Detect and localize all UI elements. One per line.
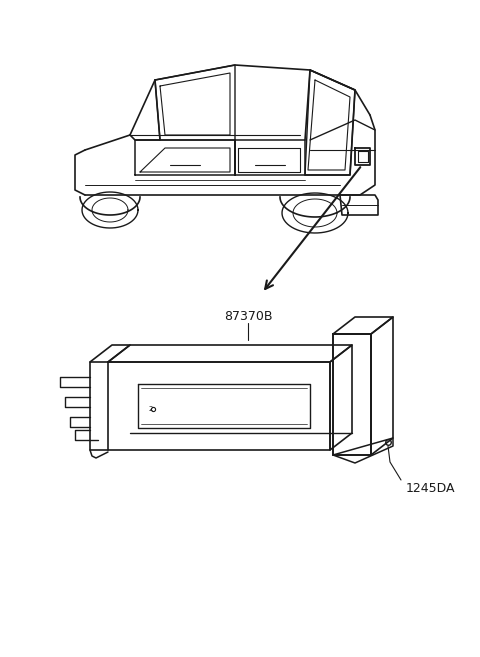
Text: 1245DA: 1245DA	[406, 482, 456, 495]
Text: 87370B: 87370B	[224, 310, 272, 323]
Text: 2: 2	[149, 406, 153, 412]
